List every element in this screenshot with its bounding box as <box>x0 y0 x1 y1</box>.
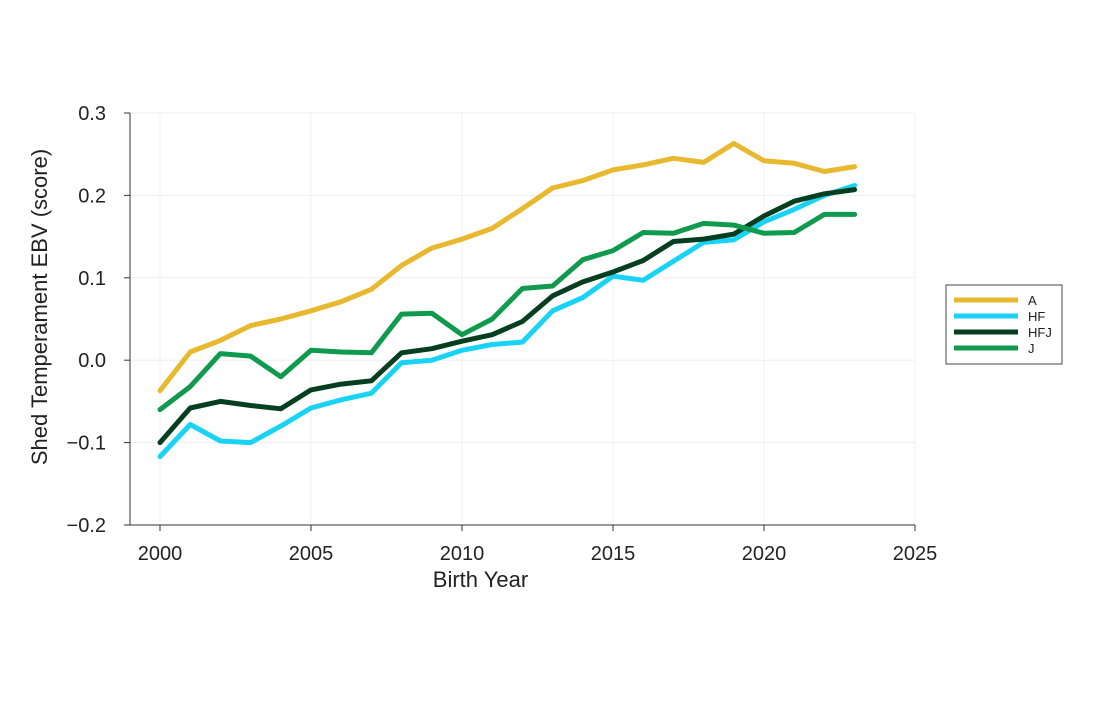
y-tick-label: −0.2 <box>67 515 106 537</box>
x-tick-label: 2020 <box>742 543 787 565</box>
series-lines <box>157 141 858 460</box>
series-line-a <box>157 141 858 394</box>
legend-label-a: A <box>1028 293 1037 308</box>
y-tick-label: 0.1 <box>78 268 106 290</box>
legend-label-j: J <box>1028 341 1035 356</box>
x-tick-label: 2005 <box>289 543 334 565</box>
y-tick-label: −0.1 <box>67 433 106 455</box>
y-axis-title: Shed Temperament EBV (score) <box>27 149 52 465</box>
series-line-j <box>157 211 858 413</box>
x-tick-label: 2015 <box>591 543 636 565</box>
series-line-hfj <box>157 187 858 446</box>
x-tick-label: 2010 <box>440 543 485 565</box>
x-axis-title: Birth Year <box>433 567 528 592</box>
legend-label-hfj: HFJ <box>1028 325 1052 340</box>
legend-label-hf: HF <box>1028 309 1045 324</box>
series-line-hf <box>157 183 858 460</box>
y-tick-label: 0.2 <box>78 185 106 207</box>
axes <box>124 112 916 531</box>
x-tick-label: 2000 <box>138 543 183 565</box>
tick-labels: −0.2 −0.1 0.0 0.1 0.2 0.3 2000 2005 2010 2015 2020… <box>67 103 938 565</box>
y-tick-label: 0.3 <box>78 103 106 125</box>
y-tick-label: 0.0 <box>78 350 106 372</box>
x-tick-label: 2025 <box>893 543 938 565</box>
